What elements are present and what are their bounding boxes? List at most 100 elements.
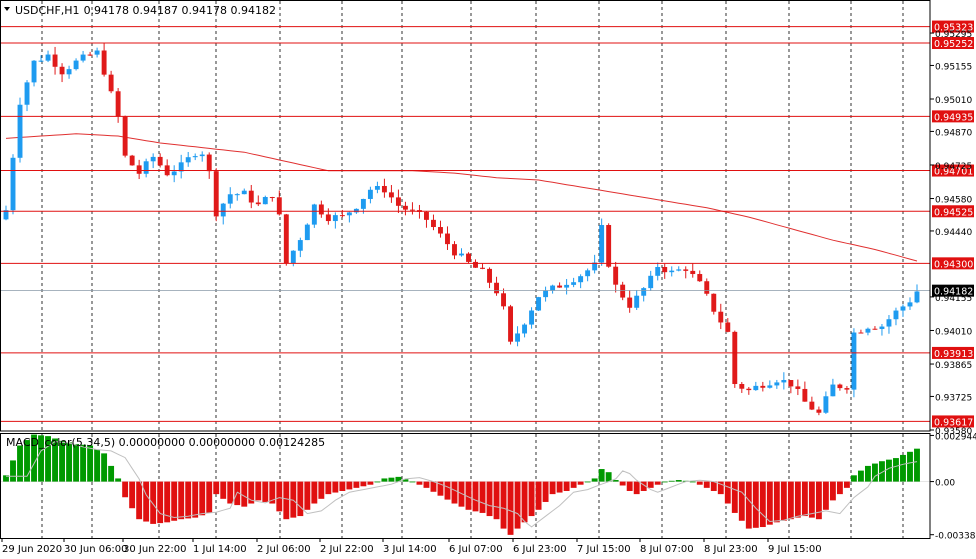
candle-body (262, 197, 268, 205)
collapse-triangle-icon[interactable] (4, 7, 10, 11)
macd-bar (731, 481, 738, 513)
price-axis-label: 0.95155 (935, 62, 972, 72)
price-axis-label: 0.93725 (935, 393, 972, 403)
candle-body (87, 54, 93, 56)
candle-body (339, 215, 345, 217)
candle-body (438, 227, 443, 234)
level-label: 0.94701 (934, 167, 973, 178)
macd-bar (907, 451, 913, 482)
candle-body (241, 190, 247, 195)
time-axis-label: 29 Jun 2020 (2, 544, 62, 555)
macd-bar (10, 460, 16, 482)
candle-body (676, 269, 682, 271)
candle-body (276, 197, 282, 215)
candle-body (318, 204, 324, 215)
candle-body (157, 156, 163, 166)
candle-body (536, 297, 542, 311)
candle-body (697, 274, 703, 282)
macd-bar (780, 481, 787, 521)
candle-body (683, 269, 689, 271)
time-axis-label: 8 Jul 23:00 (704, 544, 758, 555)
horizontal-levels-layer: 0.95323 0.95252 0.94935 0.94701 0.94525 0.943… (0, 20, 974, 428)
candle-body (802, 388, 808, 402)
macd-bar (164, 481, 171, 523)
macd-bar (759, 481, 766, 528)
macd-bar (192, 481, 199, 518)
macd-bar (332, 481, 339, 493)
candle-body (381, 185, 387, 193)
price-axis-label: 0.95010 (935, 96, 972, 106)
level-label: 0.93617 (934, 417, 973, 428)
macd-bar (402, 479, 409, 482)
candle-body (494, 282, 499, 294)
macd-bar (745, 481, 752, 529)
macd-bar (101, 453, 108, 482)
macd-bar (24, 440, 30, 482)
candle-body (452, 244, 457, 256)
macd-bar (843, 481, 850, 488)
candle-body (409, 209, 415, 211)
candles-layer (3, 43, 920, 416)
candle-body (402, 205, 408, 210)
macd-bar (626, 481, 633, 491)
price-axis-label: 0.94580 (935, 196, 972, 206)
macd-bar (262, 481, 269, 502)
candle-body (199, 154, 205, 157)
macd-bar (668, 480, 675, 482)
macd-axis-label: 0.00 (935, 479, 955, 489)
macd-bar (269, 481, 276, 504)
candle-body (220, 203, 226, 217)
candle-body (872, 328, 878, 330)
level-label-box (932, 110, 974, 123)
candle-body (234, 194, 240, 196)
macd-bar (304, 481, 311, 510)
macd-bar (570, 481, 577, 488)
candle-body (10, 157, 16, 211)
macd-bar (206, 481, 213, 513)
macd-bar (724, 481, 731, 504)
candle-body (669, 270, 675, 273)
macd-bar (577, 481, 584, 485)
macd-bar (850, 475, 857, 482)
macd-bar (178, 481, 185, 520)
candle-body (837, 384, 843, 389)
candle-body (914, 291, 920, 303)
macd-bar (80, 444, 87, 482)
price-axis-label: 0.94155 (935, 294, 972, 304)
macd-bar (346, 481, 353, 490)
candle-body (424, 211, 429, 220)
time-axis-label: 6 Jul 07:00 (449, 544, 503, 555)
candle-body (297, 240, 303, 251)
time-axis-label: 30 Jun 22:00 (123, 544, 187, 555)
macd-bar (437, 481, 444, 496)
candle-body (367, 189, 373, 199)
macd-bar (374, 481, 381, 483)
symbol-title: USDCHF,H1 0.94178 0.94187 0.94178 0.94182 (15, 4, 276, 17)
macd-bar (122, 481, 129, 498)
macd-bar (220, 481, 227, 499)
candle-body (108, 74, 114, 92)
macd-bar (381, 478, 388, 482)
candle-body (550, 285, 556, 291)
macd-bar (451, 481, 458, 504)
macd-bar (94, 449, 101, 482)
macd-bar (472, 481, 479, 512)
level-label-box (932, 415, 974, 428)
macd-bar (409, 481, 416, 483)
macd-bar (493, 481, 500, 520)
macd-bar (66, 442, 73, 482)
candle-body (543, 290, 549, 298)
macd-bar (150, 481, 157, 524)
candle-body (557, 285, 563, 288)
macd-bar (248, 481, 255, 504)
macd-bar (696, 481, 703, 485)
macd-bar (255, 481, 262, 501)
candle-body (571, 282, 577, 285)
candle-body (227, 194, 233, 204)
macd-bar (563, 481, 570, 491)
candle-body (122, 116, 128, 156)
candle-body (718, 311, 724, 323)
candle-body (816, 409, 822, 413)
macd-bar (171, 481, 178, 521)
